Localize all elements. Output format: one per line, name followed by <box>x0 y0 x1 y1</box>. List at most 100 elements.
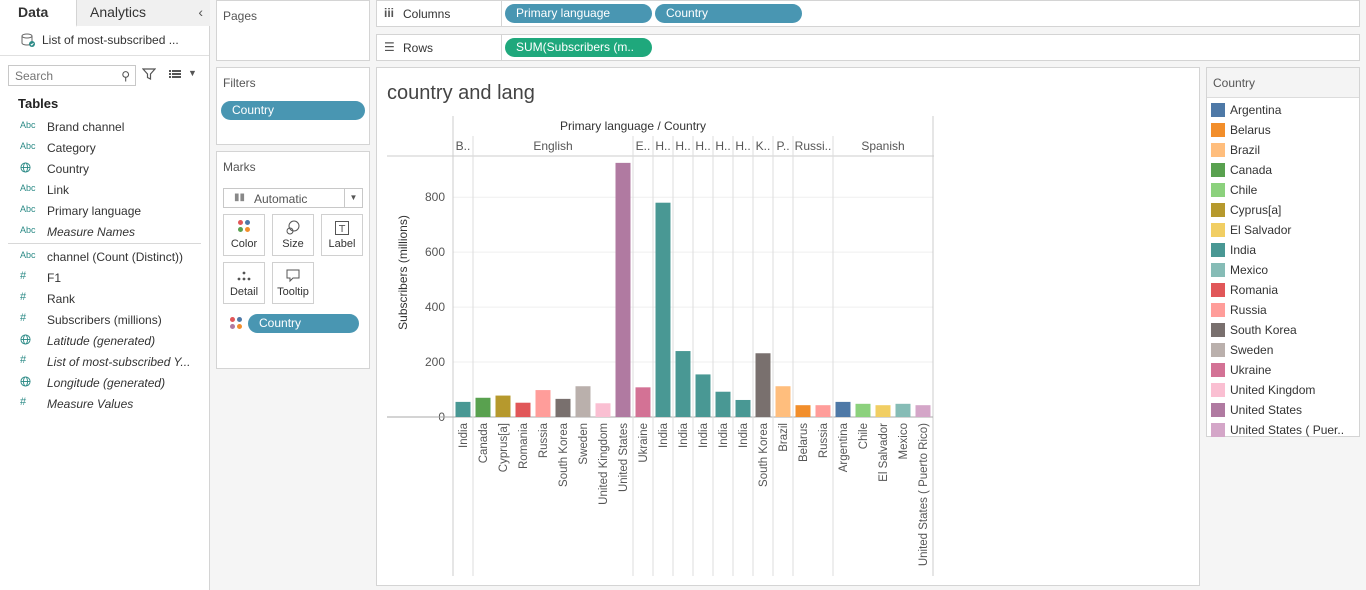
string-type-icon: Abc <box>20 141 36 151</box>
bar <box>555 398 571 417</box>
field-item[interactable]: Abc Measure Names <box>0 221 209 242</box>
string-type-icon: Abc <box>20 183 36 193</box>
columns-shelf[interactable]: iii Columns Primary language Country <box>376 0 1360 27</box>
field-item[interactable]: Abc Category <box>0 137 209 158</box>
list-view-icon[interactable] <box>168 67 182 81</box>
field-item[interactable]: Latitude (generated) <box>0 330 209 351</box>
field-item[interactable]: # List of most-subscribed Y... <box>0 351 209 372</box>
x-tick-label: India <box>678 422 690 448</box>
field-name: Latitude (generated) <box>47 334 156 348</box>
search-box[interactable]: ⚲ <box>8 65 136 86</box>
filter-pill-country[interactable]: Country <box>221 101 365 120</box>
field-name: F1 <box>47 271 62 285</box>
legend-item[interactable]: India <box>1210 240 1358 260</box>
column-pill-country[interactable]: Country <box>655 4 802 23</box>
legend-item[interactable]: Cyprus[a] <box>1210 200 1358 220</box>
bar <box>515 402 531 417</box>
legend-item[interactable]: Canada <box>1210 160 1358 180</box>
tab-analytics[interactable]: Analytics <box>77 0 210 26</box>
viz-title: country and lang <box>387 82 535 104</box>
filters-title: Filters <box>223 76 256 90</box>
tooltip-button[interactable]: Tooltip <box>272 262 314 304</box>
bar <box>475 397 491 417</box>
legend-item[interactable]: Russia <box>1210 300 1358 320</box>
field-item[interactable]: Abc Brand channel <box>0 116 209 137</box>
label-button[interactable]: T Label <box>321 214 363 256</box>
legend-item[interactable]: Ukraine <box>1210 360 1358 380</box>
row-pill-sum-subscribers[interactable]: SUM(Subscribers (m.. <box>505 38 652 57</box>
x-tick-label: United States <box>618 423 630 492</box>
x-tick-label: Canada <box>478 422 490 463</box>
column-pill-primary-language[interactable]: Primary language <box>505 4 652 23</box>
group-header-label: B.. <box>456 139 471 153</box>
size-button[interactable]: Size <box>272 214 314 256</box>
field-item[interactable]: Country <box>0 158 209 179</box>
viz-area[interactable]: country and lang 0 200 400 600 800 Primary la… <box>376 67 1200 586</box>
legend-item[interactable]: Mexico <box>1210 260 1358 280</box>
bar <box>915 405 931 417</box>
marks-color-pill-country[interactable]: Country <box>248 314 359 333</box>
database-icon <box>21 33 35 47</box>
filter-icon[interactable] <box>142 67 156 81</box>
search-input[interactable] <box>9 66 109 85</box>
label-label: Label <box>328 238 356 250</box>
bar <box>695 374 711 417</box>
field-item[interactable]: # Rank <box>0 288 209 309</box>
pages-card[interactable]: Pages <box>216 0 370 61</box>
y-axis-title: Subscribers (millions) <box>396 215 410 330</box>
field-item[interactable]: # F1 <box>0 267 209 288</box>
search-icon[interactable]: ⚲ <box>121 69 130 83</box>
string-type-icon: Abc <box>20 204 36 214</box>
x-tick-label: Russia <box>818 422 830 458</box>
legend-item[interactable]: Belarus <box>1210 120 1358 140</box>
globe-icon <box>20 376 40 389</box>
rows-shelf[interactable]: ☰ Rows SUM(Subscribers (m.. <box>376 34 1360 61</box>
legend-item[interactable]: South Korea <box>1210 320 1358 340</box>
color-button[interactable]: Color <box>223 214 265 256</box>
marks-title: Marks <box>223 160 256 174</box>
x-tick-label: United Kingdom <box>598 423 610 505</box>
bar <box>535 390 551 417</box>
datasource-item[interactable]: List of most-subscribed ... <box>0 26 209 56</box>
legend-label: Brazil <box>1230 143 1261 157</box>
chevron-down-icon[interactable]: ▼ <box>344 189 362 207</box>
bar <box>775 386 791 417</box>
legend-item[interactable]: El Salvador <box>1210 220 1358 240</box>
field-name: Category <box>47 141 96 155</box>
legend-item[interactable]: Chile <box>1210 180 1358 200</box>
group-header-label: H.. <box>695 139 710 153</box>
detail-button[interactable]: Detail <box>223 262 265 304</box>
color-legend[interactable]: Country Argentina Belarus Brazil Canada Chil… <box>1206 67 1360 437</box>
group-header-label: H.. <box>735 139 750 153</box>
color-label: Color <box>230 238 258 250</box>
legend-item[interactable]: Romania <box>1210 280 1358 300</box>
tooltip-icon <box>273 268 313 286</box>
legend-swatch <box>1211 343 1225 357</box>
mark-type-label: Automatic <box>254 192 308 206</box>
legend-swatch <box>1211 243 1225 257</box>
collapse-pane-icon[interactable]: ‹ <box>198 4 203 20</box>
legend-item[interactable]: Sweden <box>1210 340 1358 360</box>
field-item[interactable]: # Measure Values <box>0 393 209 414</box>
field-item[interactable]: Abc channel (Count (Distinct)) <box>0 246 209 267</box>
legend-item[interactable]: United States <box>1210 400 1358 420</box>
view-dropdown-icon[interactable]: ▼ <box>188 68 197 78</box>
legend-item[interactable]: Argentina <box>1210 100 1358 120</box>
field-item[interactable]: Longitude (generated) <box>0 372 209 393</box>
group-header-label: English <box>533 139 572 153</box>
field-item[interactable]: Abc Link <box>0 179 209 200</box>
x-tick-label: India <box>458 422 470 448</box>
field-item[interactable]: # Subscribers (millions) <box>0 309 209 330</box>
mark-type-select[interactable]: ▮▮ Automatic ▼ <box>223 188 363 208</box>
rows-shelf-label: ☰ Rows <box>377 35 502 60</box>
group-header-label: H.. <box>655 139 670 153</box>
field-item[interactable]: Abc Primary language <box>0 200 209 221</box>
legend-item[interactable]: United Kingdom <box>1210 380 1358 400</box>
tab-data[interactable]: Data <box>0 0 77 27</box>
color-encoding-icon <box>229 317 243 334</box>
x-tick-label: Mexico <box>898 423 910 459</box>
filters-card[interactable]: Filters Country <box>216 67 370 145</box>
legend-item[interactable]: Brazil <box>1210 140 1358 160</box>
legend-item[interactable]: United States ( Puer.. <box>1210 420 1358 440</box>
